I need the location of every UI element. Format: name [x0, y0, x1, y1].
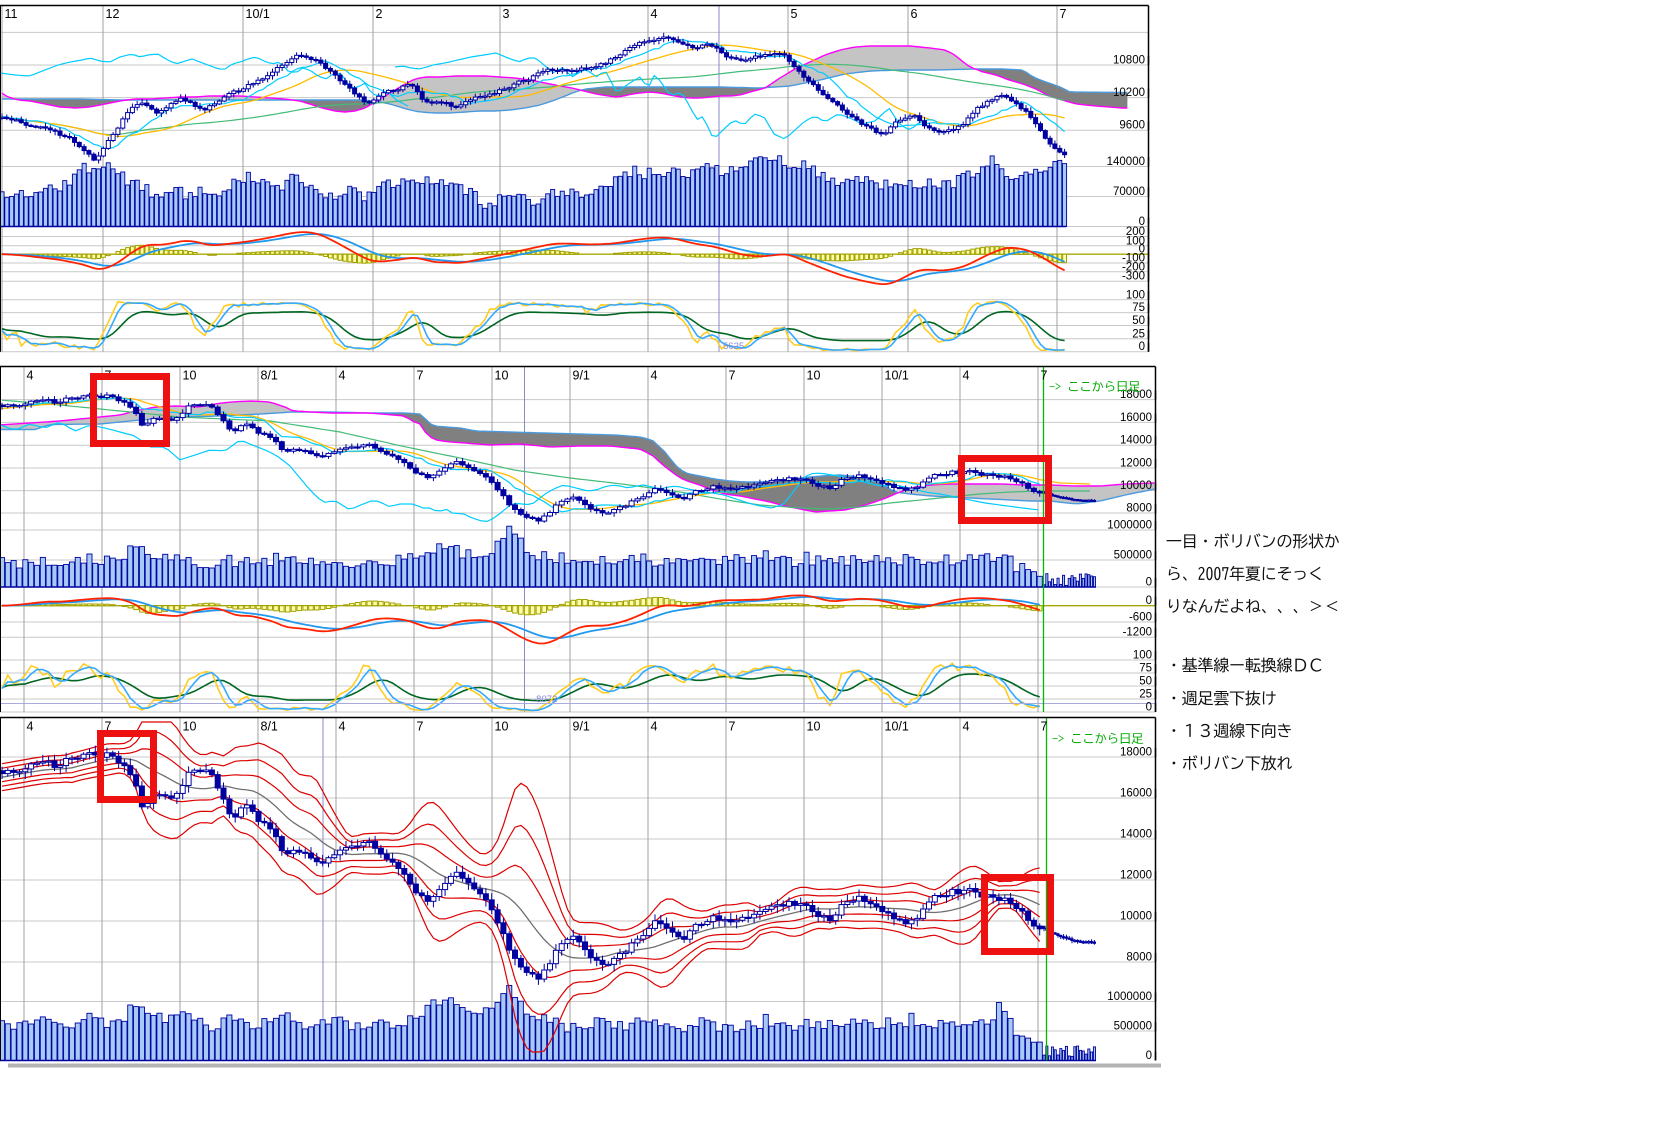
- svg-text:7: 7: [1060, 7, 1067, 21]
- svg-text:0: 0: [1139, 341, 1145, 353]
- svg-text:75: 75: [1132, 302, 1145, 314]
- svg-text:3: 3: [503, 7, 510, 21]
- svg-text:500000: 500000: [1114, 550, 1152, 562]
- svg-text:10200: 10200: [1113, 87, 1145, 99]
- svg-text:10: 10: [183, 720, 197, 734]
- svg-text:4: 4: [27, 720, 34, 734]
- svg-text:100: 100: [1126, 289, 1145, 301]
- svg-text:10800: 10800: [1113, 55, 1145, 67]
- svg-text:16000: 16000: [1120, 788, 1152, 800]
- svg-text:9600: 9600: [1119, 120, 1145, 132]
- svg-text:18000: 18000: [1120, 389, 1152, 401]
- svg-text:4: 4: [963, 720, 970, 734]
- svg-text:500000: 500000: [1114, 1021, 1152, 1033]
- svg-text:-200: -200: [1122, 261, 1145, 273]
- svg-text:10000: 10000: [1120, 911, 1152, 923]
- svg-text:7: 7: [417, 369, 424, 383]
- svg-text:7: 7: [1041, 369, 1048, 383]
- svg-text:5625: 5625: [723, 341, 744, 352]
- svg-text:-8072: -8072: [533, 694, 557, 705]
- svg-text:25: 25: [1139, 689, 1152, 701]
- svg-text:-600: -600: [1129, 612, 1152, 624]
- svg-text:5: 5: [791, 7, 798, 21]
- svg-text:75: 75: [1139, 663, 1152, 675]
- svg-text:10/1: 10/1: [885, 369, 909, 383]
- svg-text:8000: 8000: [1126, 503, 1152, 515]
- svg-text:50: 50: [1139, 676, 1152, 688]
- svg-text:16000: 16000: [1120, 412, 1152, 424]
- svg-text:140000: 140000: [1107, 156, 1145, 168]
- svg-text:14000: 14000: [1120, 829, 1152, 841]
- svg-text:-1200: -1200: [1123, 627, 1152, 639]
- svg-text:7: 7: [1041, 720, 1048, 734]
- svg-text:12000: 12000: [1120, 870, 1152, 882]
- svg-text:0: 0: [1146, 595, 1152, 607]
- svg-text:12000: 12000: [1120, 458, 1152, 470]
- svg-text:10: 10: [183, 369, 197, 383]
- svg-text:10: 10: [807, 369, 821, 383]
- svg-text:-100: -100: [1122, 253, 1145, 265]
- svg-text:7: 7: [105, 720, 112, 734]
- svg-text:9/1: 9/1: [573, 720, 590, 734]
- svg-text:0: 0: [1146, 1050, 1152, 1062]
- svg-text:4: 4: [27, 369, 34, 383]
- svg-text:0: 0: [1139, 244, 1145, 256]
- svg-text:100: 100: [1133, 650, 1152, 662]
- svg-text:7: 7: [729, 369, 736, 383]
- svg-text:10/1: 10/1: [885, 720, 909, 734]
- svg-text:4: 4: [651, 369, 658, 383]
- svg-text:1000000: 1000000: [1107, 520, 1152, 532]
- svg-text:10: 10: [807, 720, 821, 734]
- svg-text:-300: -300: [1122, 271, 1145, 283]
- svg-text:10000: 10000: [1120, 480, 1152, 492]
- svg-text:0: 0: [1146, 702, 1152, 714]
- svg-text:8/1: 8/1: [261, 369, 278, 383]
- svg-text:0: 0: [1146, 577, 1152, 589]
- svg-text:1000000: 1000000: [1107, 991, 1152, 1003]
- svg-text:9/1: 9/1: [573, 369, 590, 383]
- svg-text:11: 11: [5, 7, 18, 21]
- svg-text:10: 10: [495, 369, 509, 383]
- svg-text:4: 4: [651, 720, 658, 734]
- svg-text:10/1: 10/1: [246, 7, 270, 21]
- svg-text:18000: 18000: [1120, 747, 1152, 759]
- svg-text:10: 10: [495, 720, 509, 734]
- svg-text:6: 6: [911, 7, 918, 21]
- svg-text:14000: 14000: [1120, 435, 1152, 447]
- svg-text:0: 0: [1139, 216, 1145, 228]
- svg-text:4: 4: [339, 720, 346, 734]
- svg-text:50: 50: [1132, 315, 1145, 327]
- svg-text:8/1: 8/1: [261, 720, 278, 734]
- svg-text:200: 200: [1126, 226, 1145, 238]
- svg-text:4: 4: [651, 7, 658, 21]
- svg-text:4: 4: [339, 369, 346, 383]
- svg-text:100: 100: [1126, 235, 1145, 247]
- svg-text:7: 7: [417, 720, 424, 734]
- svg-text:8000: 8000: [1126, 952, 1152, 964]
- svg-text:7: 7: [729, 720, 736, 734]
- svg-text:25: 25: [1132, 328, 1145, 340]
- svg-text:2: 2: [376, 7, 383, 21]
- svg-text:70000: 70000: [1113, 186, 1145, 198]
- svg-text:4: 4: [963, 369, 970, 383]
- svg-text:12: 12: [106, 7, 120, 21]
